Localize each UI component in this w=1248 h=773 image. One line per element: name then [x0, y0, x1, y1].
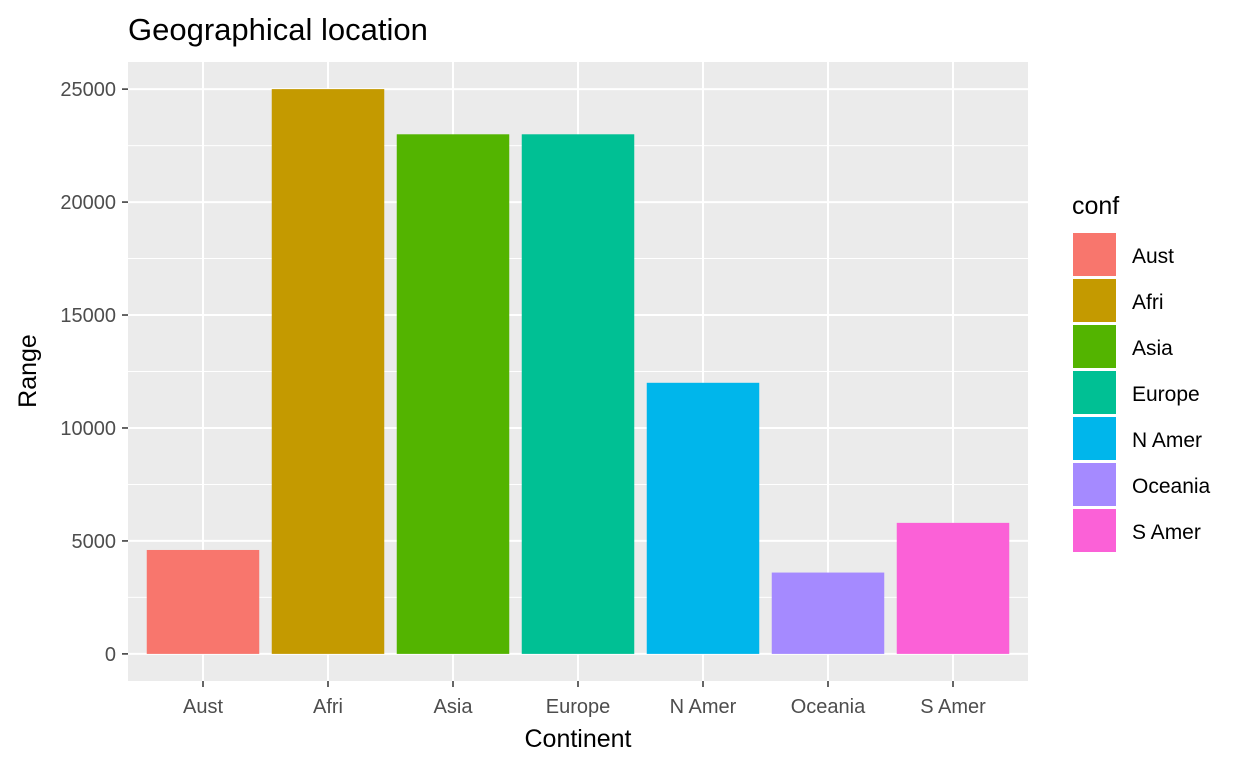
x-tick-label: Asia — [434, 696, 474, 718]
legend-label: Aust — [1132, 245, 1174, 268]
legend-label: Asia — [1132, 337, 1173, 360]
y-tick-label: 25000 — [60, 79, 116, 101]
x-tick-label: Oceania — [791, 696, 866, 718]
legend-label: Oceania — [1132, 475, 1211, 498]
legend-label: Afri — [1132, 291, 1164, 314]
bar-s-amer — [896, 522, 1010, 654]
y-tick-label: 20000 — [60, 192, 116, 214]
chart-title: Geographical location — [128, 12, 428, 47]
bar-oceania — [771, 572, 885, 654]
y-tick-label: 15000 — [60, 305, 116, 327]
y-tick-label: 5000 — [72, 531, 117, 553]
bar-n-amer — [646, 382, 760, 654]
bars — [146, 89, 1010, 654]
bar-europe — [521, 134, 635, 654]
y-tick-label: 10000 — [60, 418, 116, 440]
x-tick-label: Aust — [183, 696, 223, 718]
bar-asia — [396, 134, 510, 654]
legend-swatch — [1073, 233, 1116, 276]
bar-aust — [146, 549, 260, 654]
legend-swatch — [1073, 509, 1116, 552]
x-axis-title: Continent — [524, 725, 631, 753]
x-tick-label: S Amer — [920, 696, 986, 718]
y-axis: 0 5000 10000 15000 20000 25000 — [60, 79, 128, 666]
legend-swatch — [1073, 371, 1116, 414]
x-tick-label: Afri — [313, 696, 343, 718]
legend: conf Aust Afri Asia Europe N Amer Oceania S Am… — [1072, 192, 1211, 552]
bar-afri — [271, 89, 385, 654]
legend-swatch — [1073, 417, 1116, 460]
legend-label: Europe — [1132, 383, 1200, 406]
legend-swatch — [1073, 463, 1116, 506]
legend-swatch — [1073, 279, 1116, 322]
legend-swatch — [1073, 325, 1116, 368]
y-axis-title: Range — [14, 334, 42, 408]
legend-title: conf — [1072, 192, 1119, 220]
x-tick-label: Europe — [546, 696, 611, 718]
legend-label: N Amer — [1132, 429, 1202, 452]
x-tick-label: N Amer — [670, 696, 737, 718]
x-axis: Aust Afri Asia Europe N Amer Oceania S Amer — [183, 681, 986, 718]
legend-label: S Amer — [1132, 521, 1201, 544]
y-tick-label: 0 — [105, 644, 116, 666]
